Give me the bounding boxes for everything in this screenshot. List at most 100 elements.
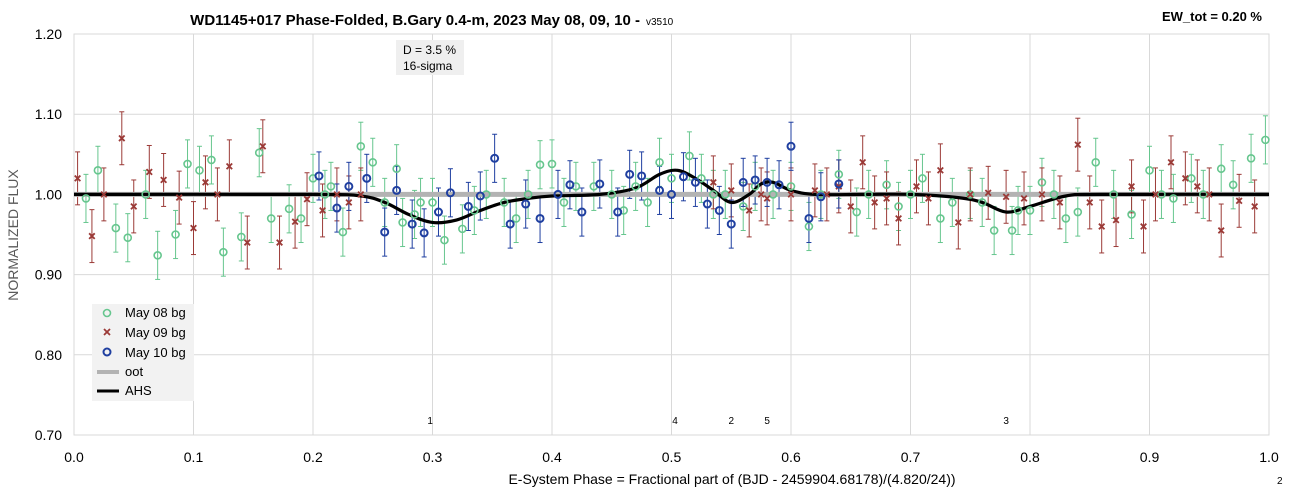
- data-point-may08: [709, 190, 718, 199]
- data-point-may08: [786, 182, 796, 191]
- error-bar: [238, 212, 244, 262]
- data-point-may08: [1007, 226, 1017, 235]
- data-point-may08: [219, 247, 228, 257]
- data-point-may08: [440, 235, 449, 245]
- data-point-may08: [1261, 135, 1270, 145]
- error-bar: [1170, 173, 1176, 223]
- data-point-may10: [625, 169, 635, 179]
- x-tick-label: 0.9: [1140, 449, 1160, 465]
- data-point-may09: [1152, 190, 1159, 198]
- data-point-may09: [895, 215, 902, 222]
- data-point-may09: [259, 142, 267, 150]
- chart-title: WD1145+017 Phase-Folded, B.Gary 0.4-m, 2…: [190, 12, 640, 29]
- data-point-may08: [284, 204, 294, 214]
- legend: May 08 bg May 09 bg May 10 bg oot AHS: [92, 304, 194, 401]
- data-point-may08: [81, 194, 91, 203]
- data-point-may09: [1086, 198, 1094, 206]
- error-bar: [465, 181, 471, 231]
- error-bar: [421, 208, 427, 258]
- error-bar: [537, 140, 543, 190]
- ew-total-label: EW_tot = 0.20 %: [1162, 9, 1262, 24]
- data-point-may10: [762, 177, 772, 187]
- data-point-may08: [918, 174, 927, 183]
- data-point-may08: [458, 224, 467, 234]
- error-bar: [328, 161, 334, 211]
- data-point-may08: [685, 151, 694, 161]
- axes: 0.0 0.1 0.2 0.3 0.4 0.5 0.6 0.7 0.8 0.9 1.0 0.70 0.8…: [35, 26, 1279, 465]
- data-point-may09: [1217, 227, 1225, 234]
- data-point-may09: [1140, 223, 1147, 230]
- error-bar: [692, 157, 698, 207]
- data-point-may08: [882, 180, 891, 190]
- data-point-may10: [419, 228, 429, 238]
- data-point-may10: [380, 227, 390, 237]
- x-tick-label: 0.2: [303, 449, 323, 465]
- data-point-may08: [416, 198, 425, 207]
- corner-note: 2: [1277, 476, 1283, 487]
- data-point-may09: [1193, 182, 1201, 190]
- legend-symbol-may10: [102, 347, 112, 357]
- data-point-may08: [523, 190, 533, 199]
- legend-symbol-may08: [102, 308, 112, 318]
- data-point-may08: [398, 218, 407, 227]
- data-point-may10: [565, 180, 575, 190]
- y-tick-label: 1.20: [35, 26, 62, 42]
- data-point-may10: [362, 173, 372, 183]
- data-point-may08: [1013, 206, 1023, 215]
- data-point-may08: [894, 202, 903, 211]
- annotation-background: [396, 40, 464, 75]
- data-point-may10: [521, 199, 531, 209]
- data-point-may08: [1127, 210, 1136, 219]
- data-point-may08: [1228, 180, 1238, 190]
- error-bar: [523, 179, 529, 229]
- data-point-may08: [254, 148, 264, 157]
- data-point-may09: [1056, 198, 1064, 206]
- data-point-may10: [804, 213, 814, 223]
- data-point-may10: [750, 175, 760, 185]
- data-point-may09: [763, 194, 771, 202]
- data-point-may08: [141, 190, 150, 199]
- x-tick-label: 0.5: [662, 449, 682, 465]
- data-point-may10: [726, 219, 736, 229]
- data-point-may08: [326, 182, 336, 191]
- data-point-may09: [859, 158, 867, 166]
- data-point-may08: [607, 190, 617, 199]
- legend-label-may10: May 10 bg: [125, 345, 186, 360]
- data-point-may10: [445, 188, 455, 198]
- data-point-may08: [195, 166, 204, 175]
- data-point-may08: [368, 158, 378, 167]
- data-point-may10: [738, 177, 748, 187]
- data-point-may08: [1109, 190, 1118, 199]
- error-bar: [567, 160, 573, 210]
- error-bar: [459, 204, 465, 254]
- data-point-may09: [291, 218, 299, 226]
- x-tick-label: 0.0: [64, 449, 84, 465]
- error-bar: [155, 230, 161, 280]
- data-points: [74, 134, 1270, 260]
- error-bar: [185, 139, 191, 189]
- data-point-may09: [202, 178, 209, 186]
- error-bar: [645, 177, 651, 227]
- data-point-may09: [1020, 194, 1028, 202]
- y-tick-label: 0.90: [35, 267, 62, 283]
- data-point-may08: [410, 210, 419, 219]
- data-point-may09: [1074, 141, 1082, 149]
- data-point-may09: [213, 190, 221, 198]
- data-point-may09: [1181, 174, 1189, 182]
- data-point-may09: [175, 194, 183, 202]
- data-point-may08: [906, 190, 915, 199]
- error-bar: [492, 133, 498, 183]
- data-point-may08: [392, 164, 401, 174]
- y-tick-label: 0.80: [35, 347, 62, 363]
- data-point-may08: [1157, 190, 1166, 199]
- data-point-may09: [130, 202, 138, 210]
- data-point-may08: [547, 159, 557, 169]
- data-point-may08: [380, 198, 390, 207]
- data-point-may09: [118, 134, 126, 142]
- data-point-may10: [463, 201, 473, 211]
- error-bar: [1009, 205, 1015, 256]
- data-point-may09: [966, 190, 974, 198]
- data-point-may08: [697, 174, 706, 183]
- data-point-may10: [332, 203, 342, 213]
- error-bar: [400, 197, 406, 248]
